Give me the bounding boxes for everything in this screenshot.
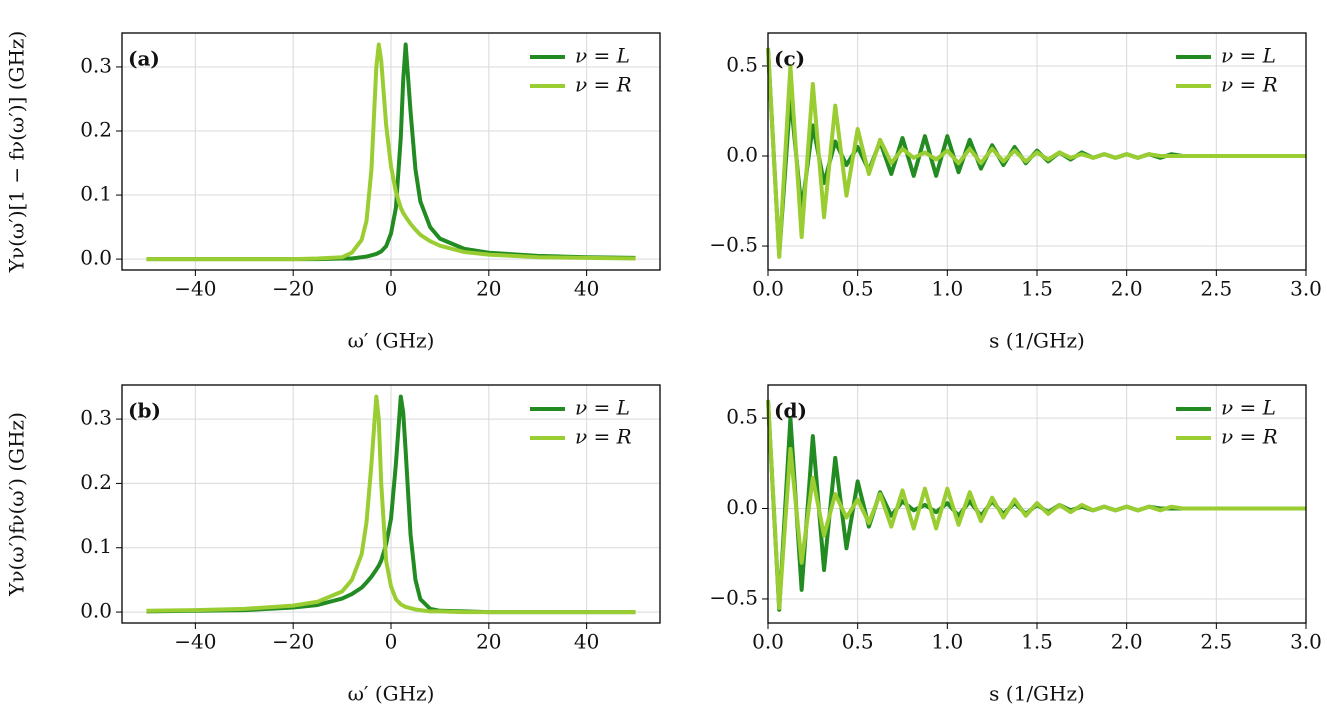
x-tick-label: 1.0 <box>931 277 963 301</box>
x-tick-label: 20 <box>476 277 501 301</box>
axes-frame <box>767 384 1307 624</box>
x-axis-label: s (1/GHz) <box>989 682 1085 706</box>
x-tick-label: 0.0 <box>752 277 784 301</box>
y-tick-label: 0.3 <box>80 406 112 430</box>
x-tick-label: −20 <box>272 277 314 301</box>
x-tick-label: 0.5 <box>842 630 874 654</box>
x-tick-label: 3.0 <box>1290 277 1322 301</box>
legend-label: ν = R <box>1221 425 1278 449</box>
y-tick-label: 0.5 <box>726 405 758 429</box>
x-tick-label: 2.0 <box>1111 277 1143 301</box>
x-tick-label: 3.0 <box>1290 630 1322 654</box>
legend-label: ν = R <box>1221 73 1278 97</box>
x-axis-label: s (1/GHz) <box>989 329 1085 353</box>
x-tick-label: 40 <box>574 630 599 654</box>
legend-label: ν = R <box>575 425 632 449</box>
y-tick-label: 0.0 <box>726 495 758 519</box>
panel-label: (c) <box>774 47 805 71</box>
x-tick-label: 0.5 <box>842 277 874 301</box>
y-tick-label: 0.1 <box>80 534 112 558</box>
y-tick-label: 0.0 <box>726 143 758 167</box>
y-tick-label: 0.2 <box>80 470 112 494</box>
axes-frame <box>767 32 1307 271</box>
data-line <box>766 47 1306 259</box>
x-axis-label: ω′ (GHz) <box>348 682 435 706</box>
x-axis-label: ω′ (GHz) <box>348 329 435 353</box>
panel-label: (a) <box>128 47 160 71</box>
x-tick-label: 1.5 <box>1021 277 1053 301</box>
y-tick-label: −0.5 <box>709 585 758 609</box>
legend-label: ν = L <box>575 396 630 420</box>
y-tick-label: 0.0 <box>80 246 112 270</box>
data-line <box>146 42 636 262</box>
y-tick-label: 0.2 <box>80 118 112 142</box>
legend-label: ν = L <box>575 44 630 68</box>
x-tick-label: 0.0 <box>752 630 784 654</box>
y-tick-label: 0.0 <box>80 599 112 623</box>
x-tick-label: 1.5 <box>1021 630 1053 654</box>
axes-frame <box>121 384 661 624</box>
data-line <box>766 399 1306 610</box>
x-tick-label: −40 <box>174 277 216 301</box>
y-tick-label: 0.1 <box>80 182 112 206</box>
y-tick-label: 0.3 <box>80 53 112 77</box>
y-tick-label: 0.5 <box>726 52 758 76</box>
x-tick-label: −40 <box>174 630 216 654</box>
legend-label: ν = R <box>575 73 632 97</box>
x-tick-label: 2.5 <box>1200 630 1232 654</box>
x-tick-label: 40 <box>574 277 599 301</box>
panel-label: (b) <box>128 399 161 423</box>
x-tick-label: −20 <box>272 630 314 654</box>
y-tick-label: −0.5 <box>709 233 758 257</box>
legend-label: ν = L <box>1221 396 1276 420</box>
y-axis-label: Υν(ω′)[1 − fν(ω′)] (GHz) <box>5 31 29 274</box>
x-tick-label: 20 <box>476 630 501 654</box>
data-line <box>146 394 636 615</box>
y-axis-label: Υν(ω′)fν(ω′) (GHz) <box>5 412 29 597</box>
x-tick-label: 0 <box>385 277 398 301</box>
x-tick-label: 1.0 <box>931 630 963 654</box>
panel-label: (d) <box>774 399 807 423</box>
legend-label: ν = L <box>1221 44 1276 68</box>
x-tick-label: 2.5 <box>1200 277 1232 301</box>
axes-frame <box>121 32 661 271</box>
x-tick-label: 2.0 <box>1111 630 1143 654</box>
x-tick-label: 0 <box>385 630 398 654</box>
